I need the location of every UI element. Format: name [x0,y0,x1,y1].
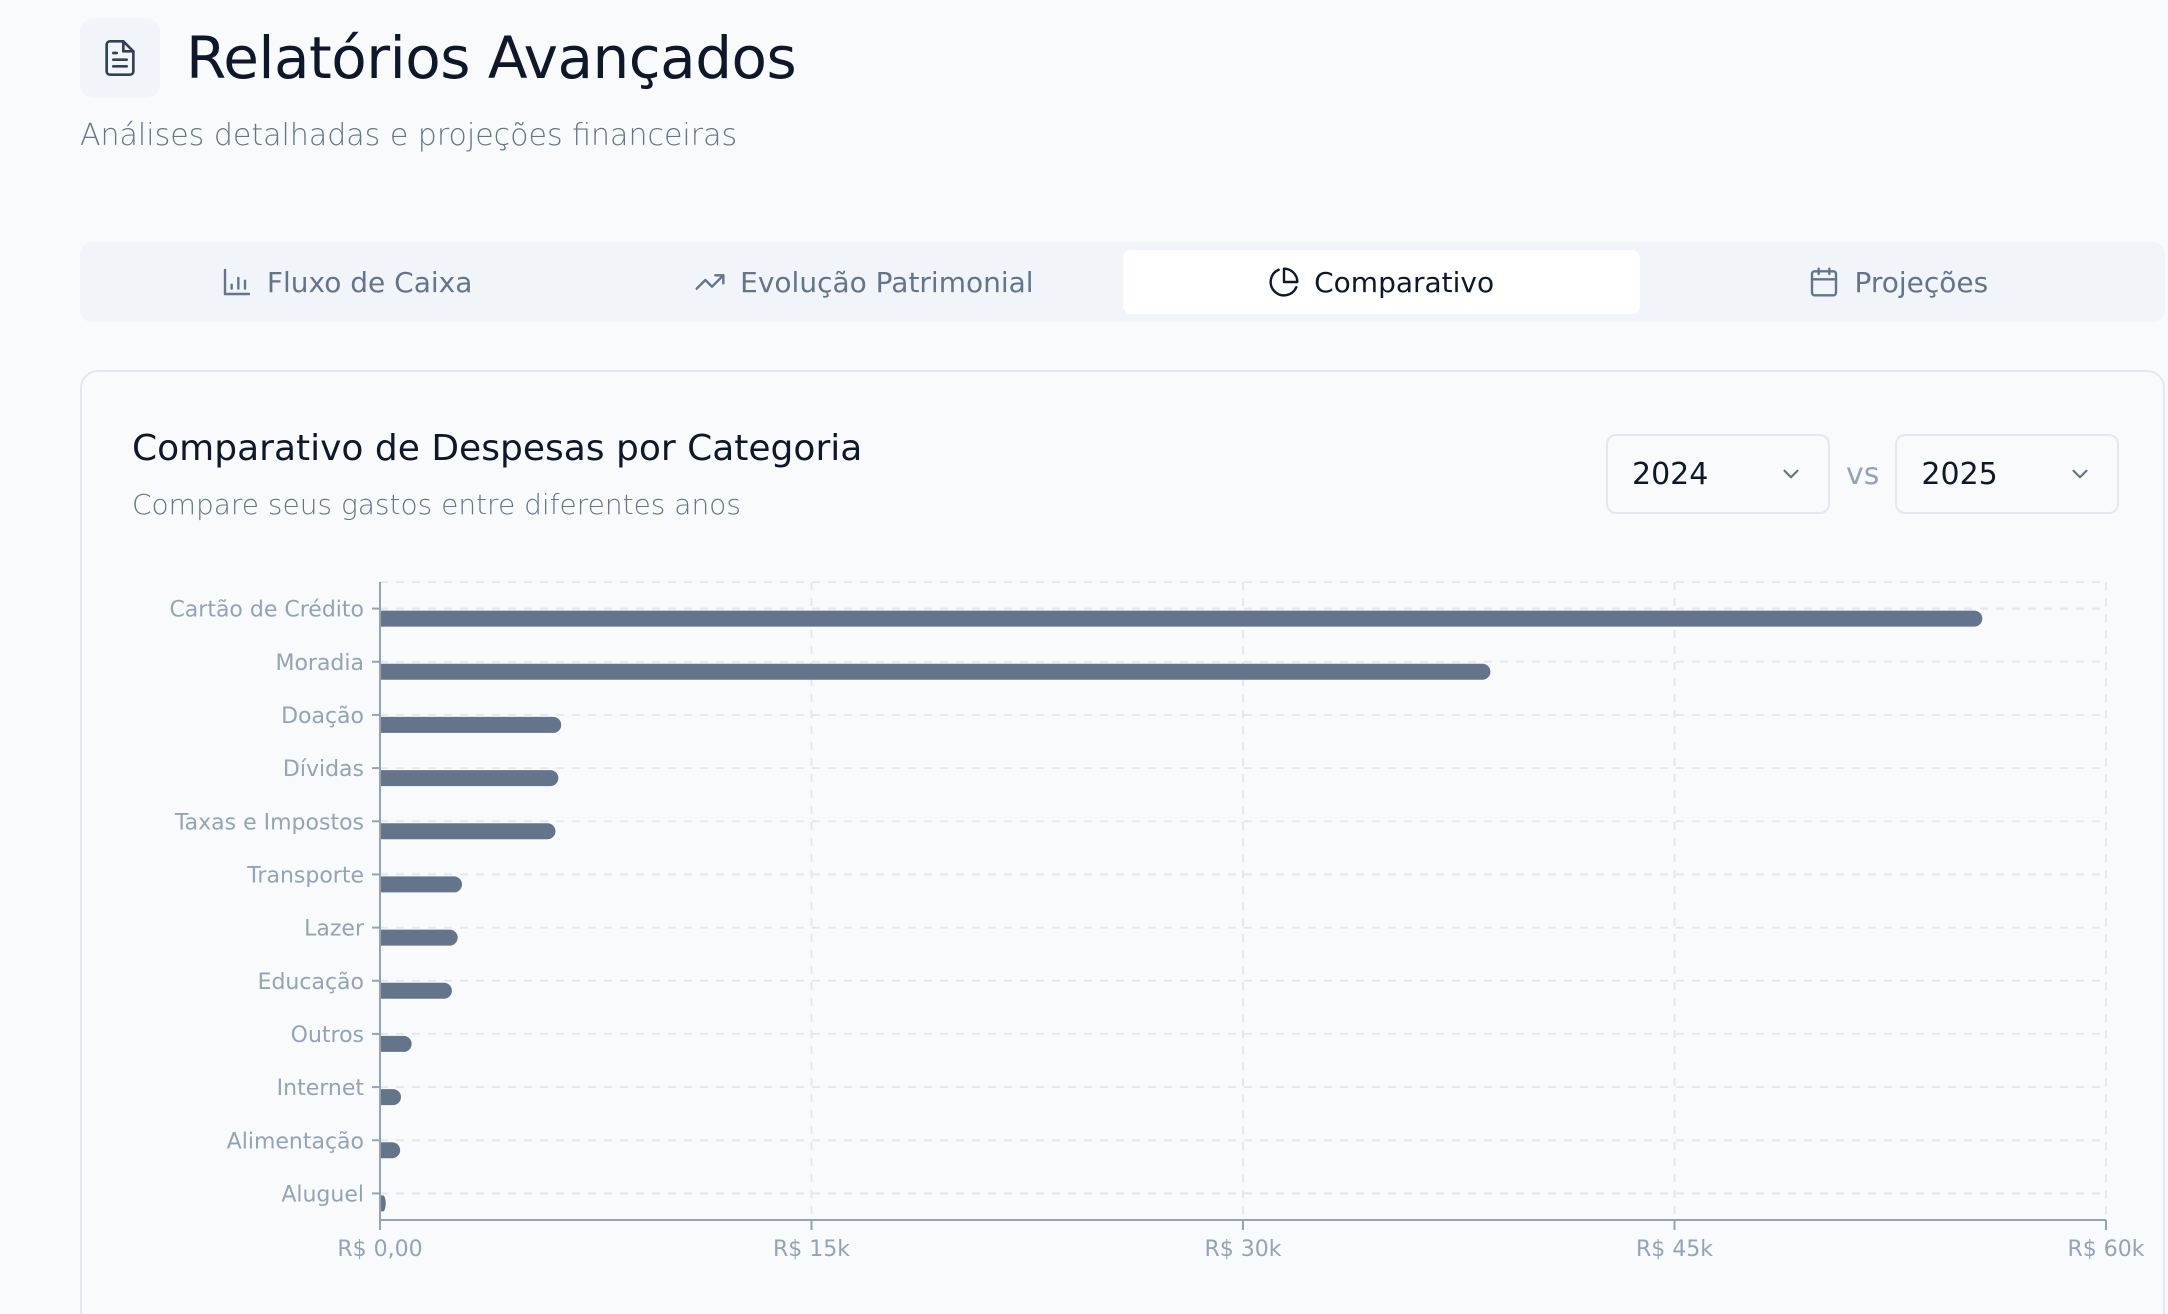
y-tick-label: Doação [281,704,364,729]
tab-label: Fluxo de Caixa [266,265,473,299]
bar[interactable] [380,1089,401,1106]
tab-comparativo[interactable]: Comparativo [1122,250,1640,314]
bar[interactable] [380,876,462,893]
card-subtitle: Compare seus gastos entre diferentes ano… [132,488,741,521]
y-tick-label: Transporte [246,863,364,888]
y-tick-label: Internet [277,1076,365,1101]
year-controls: 2024 vs 2025 [1606,434,2120,514]
y-tick-label: Taxas e Impostos [174,810,364,835]
card-title: Comparativo de Despesas por Categoria [132,428,863,469]
tab-label: Projeções [1854,265,1989,299]
x-tick-label: R$ 45k [1636,1237,1713,1262]
file-text-icon [80,18,160,98]
bar[interactable] [380,716,562,733]
bar[interactable] [380,663,1491,680]
bar[interactable] [380,823,556,840]
vs-label: vs [1846,456,1880,492]
y-tick-label: Lazer [304,917,365,942]
y-tick-label: Cartão de Crédito [169,598,364,623]
tab-evolucao-patrimonial[interactable]: Evolução Patrimonial [605,250,1122,314]
page-header: Relatórios Avançados [80,18,797,98]
chevron-down-icon [1783,469,1799,479]
x-tick-label: R$ 0,00 [337,1237,422,1262]
x-tick-label: R$ 15k [773,1237,850,1262]
bar[interactable] [380,1195,386,1212]
y-tick-label: Dívidas [283,757,364,782]
calendar-icon [1811,267,1838,297]
tab-fluxo-de-caixa[interactable]: Fluxo de Caixa [88,250,605,314]
tab-label: Comparativo [1314,265,1495,299]
y-tick-label: Outros [291,1023,364,1048]
year-a-select[interactable]: 2024 [1606,434,1830,514]
pie-chart-icon [1269,267,1299,297]
bar-chart-icon [223,268,251,296]
tab-label: Evolução Patrimonial [740,265,1034,299]
x-tick-label: R$ 60k [2067,1237,2144,1262]
y-tick-label: Educação [258,970,364,995]
bar[interactable] [380,1035,412,1052]
y-tick-label: Aluguel [281,1182,364,1207]
year-a-value: 2024 [1632,456,1709,492]
trending-up-icon [695,274,725,290]
bar[interactable] [380,982,452,999]
comparison-card: Comparativo de Despesas por Categoria Co… [80,370,2165,1314]
bar[interactable] [380,1142,401,1159]
bar[interactable] [380,770,559,787]
year-b-value: 2025 [1921,456,1998,492]
tab-projecoes[interactable]: Projeções [1640,250,2157,314]
chevron-down-icon [2072,469,2088,479]
report-tabs: Fluxo de Caixa Evolução Patrimonial Comp… [80,242,2165,322]
page-title: Relatórios Avançados [186,24,797,92]
year-b-select[interactable]: 2025 [1895,434,2120,514]
page-subtitle: Análises detalhadas e projeções financei… [80,118,738,153]
x-tick-label: R$ 30k [1204,1237,1281,1262]
y-tick-label: Alimentação [227,1129,364,1154]
y-tick-label: Moradia [275,651,364,676]
bar[interactable] [380,929,458,946]
bar[interactable] [380,610,1983,627]
